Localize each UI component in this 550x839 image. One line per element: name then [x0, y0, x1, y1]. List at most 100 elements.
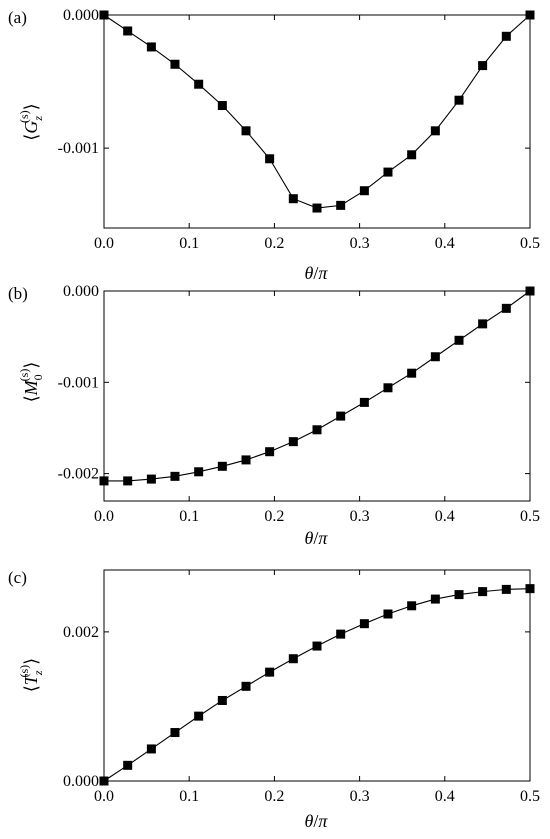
x-tick-label: 0.5 [520, 788, 540, 805]
series-line [104, 290, 531, 482]
y-tick-label: 0.002 [63, 624, 99, 641]
y-axis-title-subscript: z [31, 116, 45, 122]
x-axis-title-b: θ/π [305, 528, 329, 548]
y-tick-label: 0.000 [63, 7, 99, 24]
data-point [407, 150, 417, 160]
data-point [123, 476, 133, 486]
data-point [99, 776, 109, 786]
y-axis-title-subscript: z [31, 670, 45, 676]
data-point [336, 411, 346, 421]
x-tick-label: 0.5 [520, 508, 540, 525]
x-axis-title-c: θ/π [305, 811, 329, 831]
data-point [288, 654, 298, 664]
data-point [217, 461, 227, 471]
plot-frame [103, 290, 531, 502]
data-point [407, 368, 417, 378]
x-tick-label: 0.3 [350, 788, 370, 805]
plot-frame [103, 569, 531, 782]
x-axis-title-pi: π [318, 811, 328, 831]
data-point [312, 641, 322, 651]
x-axis-title-slash: / [313, 263, 318, 283]
data-point [241, 126, 251, 136]
y-axis-title-close: ⟩ [21, 362, 41, 369]
data-point [336, 629, 346, 639]
x-tick-label: 0.0 [94, 788, 114, 805]
x-axis-title-slash: / [313, 528, 318, 548]
data-point [454, 335, 464, 345]
y-axis-title-subscript: 0 [31, 374, 45, 380]
y-axis-title-superscript: (s) [17, 110, 31, 123]
data-point [194, 467, 204, 477]
x-tick-label: 0.2 [264, 235, 284, 252]
y-axis-title-symbol: T [21, 673, 41, 685]
x-axis-title-pi: π [318, 528, 328, 548]
data-point [146, 42, 156, 52]
data-point [359, 619, 369, 629]
data-point [217, 101, 227, 111]
y-axis-title-superscript: (s) [17, 369, 31, 382]
data-point [454, 590, 464, 600]
x-tick-label: 0.4 [435, 235, 455, 252]
series-line [103, 588, 531, 782]
data-point [170, 728, 180, 738]
y-tick-label: 0.000 [63, 773, 99, 790]
x-axis-title-a: θ/π [305, 263, 329, 283]
series-line [103, 14, 531, 209]
y-axis-title-c: ⟨Tz(s)⟩ [17, 658, 45, 692]
data-point [194, 711, 204, 721]
data-point [288, 437, 298, 447]
data-point [525, 584, 535, 594]
data-point [478, 587, 488, 597]
panel-label-a: (a) [8, 8, 27, 27]
x-axis-title-slash: / [313, 811, 318, 831]
data-point [265, 447, 275, 457]
y-axis-title-open: ⟨ [21, 685, 41, 692]
data-point [478, 319, 488, 329]
x-tick-label: 0.1 [179, 235, 199, 252]
data-point [312, 425, 322, 435]
x-tick-label: 0.2 [264, 788, 284, 805]
panel-c: (c) ⟨Tz(s)⟩ θ/π 0.0 0.1 0.2 0.3 0.4 0.5 0.000 0… [8, 568, 540, 831]
data-point [288, 194, 298, 204]
data-point [170, 471, 180, 481]
y-axis-title-b: ⟨M0(s)⟩ [17, 362, 45, 403]
data-point [383, 383, 393, 393]
y-tick-label: -0.001 [58, 374, 99, 391]
panel-label-c: (c) [8, 568, 27, 587]
data-point [217, 695, 227, 705]
data-point [99, 476, 109, 486]
data-point [336, 200, 346, 210]
panel-b: (b) ⟨M0(s)⟩ θ/π 0.0 0.1 0.2 0.3 0.4 0.5 0.000 -… [8, 283, 540, 548]
data-point [501, 31, 511, 41]
data-point [383, 167, 393, 177]
data-point [430, 594, 440, 604]
x-axis-title-theta: θ [305, 528, 314, 548]
data-point [99, 10, 109, 20]
data-point [170, 59, 180, 69]
x-tick-label: 0.3 [350, 235, 370, 252]
data-point [359, 186, 369, 196]
data-point [430, 352, 440, 362]
panel-label-b: (b) [8, 284, 28, 303]
y-axis-title-superscript: (s) [17, 665, 31, 678]
y-axis-title-close: ⟩ [21, 103, 41, 110]
x-tick-label: 0.0 [94, 508, 114, 525]
data-point [194, 79, 204, 89]
data-point [501, 584, 511, 594]
data-point [265, 667, 275, 677]
x-tick-label: 0.4 [435, 788, 455, 805]
y-axis-title-open: ⟨ [21, 395, 41, 402]
y-axis-title-open: ⟨ [21, 134, 41, 141]
x-tick-label: 0.3 [350, 508, 370, 525]
data-point [454, 95, 464, 105]
plot-frame [103, 14, 531, 229]
x-tick-label: 0.5 [520, 235, 540, 252]
data-point [241, 681, 251, 691]
x-tick-label: 0.4 [435, 508, 455, 525]
data-point [359, 397, 369, 407]
x-axis-title-pi: π [318, 263, 328, 283]
y-tick-label: 0.000 [63, 283, 99, 300]
x-tick-label: 0.1 [179, 788, 199, 805]
y-tick-label: -0.002 [58, 466, 99, 483]
